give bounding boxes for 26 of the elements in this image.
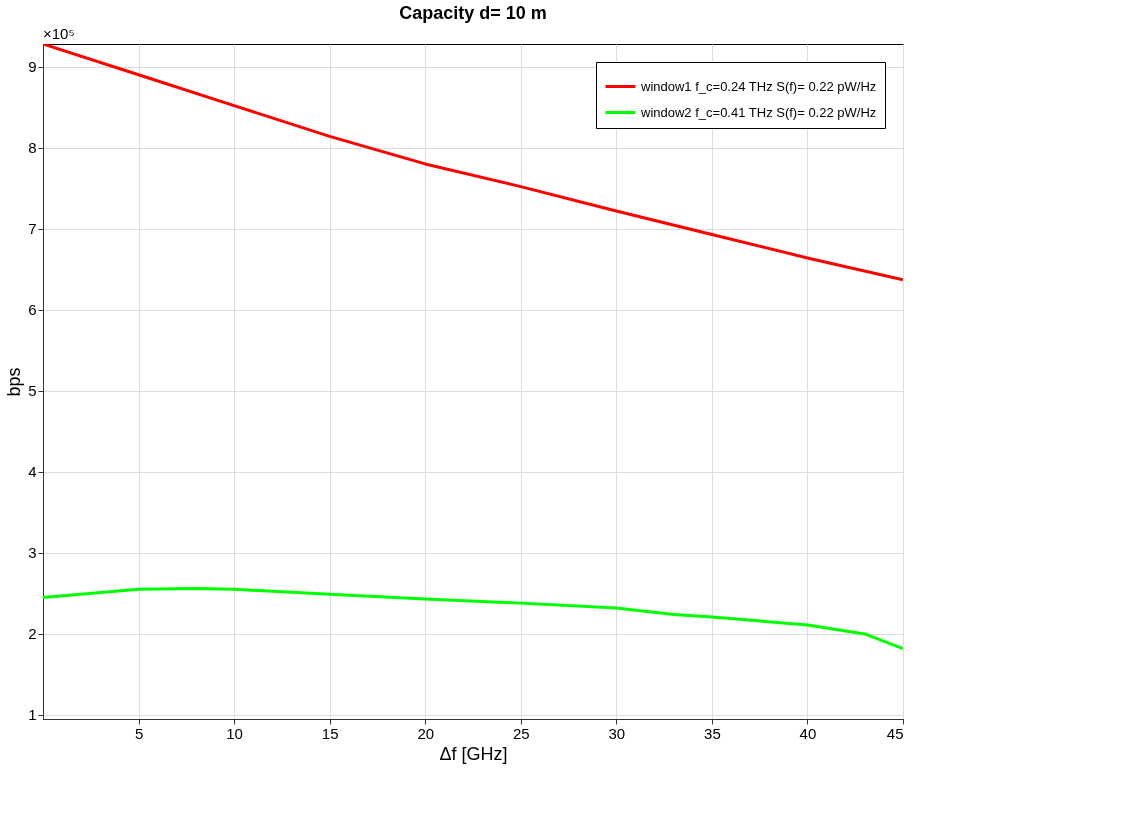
y-tick-label: 7 [28,220,37,238]
text: ×10⁵ [43,25,75,42]
x-axis-title: Δf [GHz] [439,743,508,764]
y-tick-label: 9 [28,58,37,76]
y-tick-label: 3 [28,544,37,562]
y-tick-label: 1 [28,706,37,724]
line-series [43,44,903,282]
x-tick-label: 20 [417,724,435,742]
chart-title: Capacity d= 10 m [399,3,547,23]
y-axis-title: bps [4,367,25,397]
x-tick-label: 15 [321,724,339,742]
y-tick-label: 4 [28,463,37,481]
legend-label: window1 f_c=0.24 THz S(f)= 0.22 pW/Hz [640,78,877,94]
x-tick-label: 10 [226,724,243,742]
y-tick-label: 2 [28,625,37,643]
x-tick-label: 40 [799,724,817,742]
line-series [43,587,903,650]
x-tick-label: 30 [608,724,626,742]
legend-label: window2 f_c=0.41 THz S(f)= 0.22 pW/Hz [640,104,877,120]
y-tick-label: 5 [28,382,37,400]
y-tick-label: 6 [28,301,37,319]
x-tick-label: 35 [704,724,721,742]
x-tick-label: 25 [512,724,530,742]
x-tick-label: 5 [134,724,144,742]
x-tick-label: 45 [886,724,904,742]
y-tick-label: 8 [28,139,37,157]
